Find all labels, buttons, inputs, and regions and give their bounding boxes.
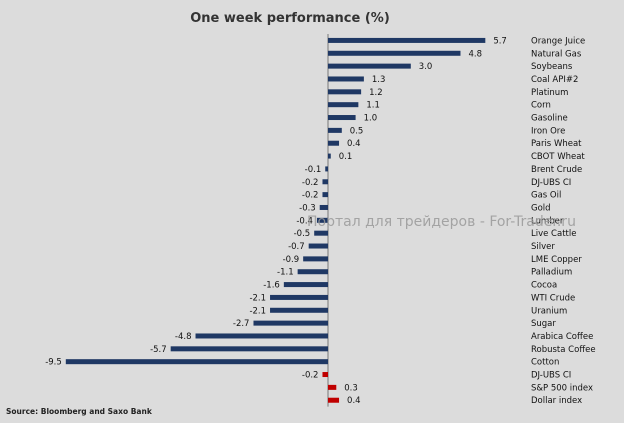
category-label: Gold bbox=[531, 203, 551, 213]
bar bbox=[328, 76, 364, 82]
bar bbox=[170, 346, 328, 352]
value-label: -0.2 bbox=[302, 371, 319, 381]
value-label: -2.1 bbox=[249, 293, 266, 303]
value-label: -5.7 bbox=[150, 345, 167, 355]
bar bbox=[195, 333, 328, 339]
bar bbox=[322, 372, 328, 378]
value-label: 0.1 bbox=[339, 152, 353, 162]
source-note: Source: Bloomberg and Saxo Bank bbox=[6, 407, 152, 416]
category-label: S&P 500 index bbox=[531, 383, 593, 393]
bar bbox=[283, 282, 328, 288]
value-label: -9.5 bbox=[45, 358, 62, 368]
bars-group: 5.7 Orange Juice 4.8 Natural Gas 3.0 Soybeans… bbox=[45, 34, 596, 407]
category-label: CBOT Wheat bbox=[531, 152, 585, 162]
value-label: -0.2 bbox=[302, 178, 319, 188]
bar bbox=[253, 320, 328, 326]
value-label: 1.2 bbox=[369, 88, 383, 98]
value-label: -4.8 bbox=[175, 332, 192, 342]
category-label: Cotton bbox=[531, 358, 559, 368]
bar bbox=[325, 166, 328, 172]
category-label: Paris Wheat bbox=[531, 139, 582, 149]
value-label: -0.7 bbox=[288, 242, 305, 252]
bar bbox=[319, 204, 328, 210]
value-label: 1.3 bbox=[372, 75, 386, 85]
bar bbox=[322, 192, 328, 198]
value-label: 3.0 bbox=[419, 62, 433, 72]
bar bbox=[297, 269, 328, 275]
category-label: Natural Gas bbox=[531, 49, 582, 59]
bar bbox=[328, 153, 331, 159]
bar bbox=[308, 243, 328, 249]
value-label: 0.4 bbox=[347, 396, 361, 406]
watermark-text: Портал для трейдеров - For-Trader.ru bbox=[307, 214, 576, 230]
category-label: Corn bbox=[531, 101, 551, 111]
category-label: Orange Juice bbox=[531, 36, 585, 46]
category-label: DJ-UBS CI bbox=[531, 178, 571, 188]
value-label: -0.4 bbox=[296, 216, 313, 226]
bar bbox=[65, 359, 329, 365]
category-label: LME Copper bbox=[531, 255, 582, 265]
bar bbox=[328, 140, 340, 146]
category-label: Gasoline bbox=[531, 114, 568, 124]
category-label: Lumber bbox=[531, 216, 564, 226]
category-label: Coal API#2 bbox=[531, 75, 578, 85]
value-label: 0.4 bbox=[347, 139, 361, 149]
value-label: -1.6 bbox=[263, 281, 280, 291]
value-label: 0.3 bbox=[344, 383, 358, 393]
category-label: Platinum bbox=[531, 88, 568, 98]
bar bbox=[303, 256, 328, 262]
category-label: Robusta Coffee bbox=[531, 345, 596, 355]
bar bbox=[328, 127, 342, 133]
value-label: -2.1 bbox=[249, 306, 266, 316]
category-label: Soybeans bbox=[531, 62, 573, 72]
category-label: Palladium bbox=[531, 268, 572, 278]
bar bbox=[328, 102, 359, 108]
chart-title: One week performance (%) bbox=[190, 11, 390, 26]
bar bbox=[328, 37, 486, 43]
value-label: -0.9 bbox=[283, 255, 300, 265]
bar bbox=[314, 230, 328, 236]
bar bbox=[328, 384, 337, 390]
value-label: 1.1 bbox=[366, 101, 380, 111]
category-label: Arabica Coffee bbox=[531, 332, 593, 342]
bar bbox=[270, 294, 328, 300]
category-label: Live Cattle bbox=[531, 229, 576, 239]
bar bbox=[328, 89, 362, 95]
category-label: Iron Ore bbox=[531, 126, 565, 136]
bar bbox=[328, 115, 356, 121]
bar bbox=[316, 217, 328, 223]
value-label: 4.8 bbox=[468, 49, 482, 59]
value-label: 5.7 bbox=[493, 36, 507, 46]
bar bbox=[328, 397, 340, 403]
category-label: WTI Crude bbox=[531, 293, 575, 303]
value-label: -1.1 bbox=[277, 268, 294, 278]
value-label: -0.3 bbox=[299, 203, 316, 213]
value-label: 1.0 bbox=[364, 114, 378, 124]
bar bbox=[322, 179, 328, 185]
category-label: DJ-UBS CI bbox=[531, 371, 571, 381]
value-label: -2.7 bbox=[233, 319, 250, 329]
category-label: Dollar index bbox=[531, 396, 582, 406]
value-label: -0.5 bbox=[294, 229, 311, 239]
value-label: -0.1 bbox=[305, 165, 322, 175]
category-label: Sugar bbox=[531, 319, 556, 329]
bar bbox=[270, 307, 328, 313]
value-label: -0.2 bbox=[302, 191, 319, 201]
bar bbox=[328, 50, 461, 56]
bar bbox=[328, 63, 411, 69]
category-label: Cocoa bbox=[531, 281, 557, 291]
value-label: 0.5 bbox=[350, 126, 364, 136]
category-label: Gas Oil bbox=[531, 191, 561, 201]
category-label: Brent Crude bbox=[531, 165, 582, 175]
category-label: Silver bbox=[531, 242, 555, 252]
category-label: Uranium bbox=[531, 306, 567, 316]
